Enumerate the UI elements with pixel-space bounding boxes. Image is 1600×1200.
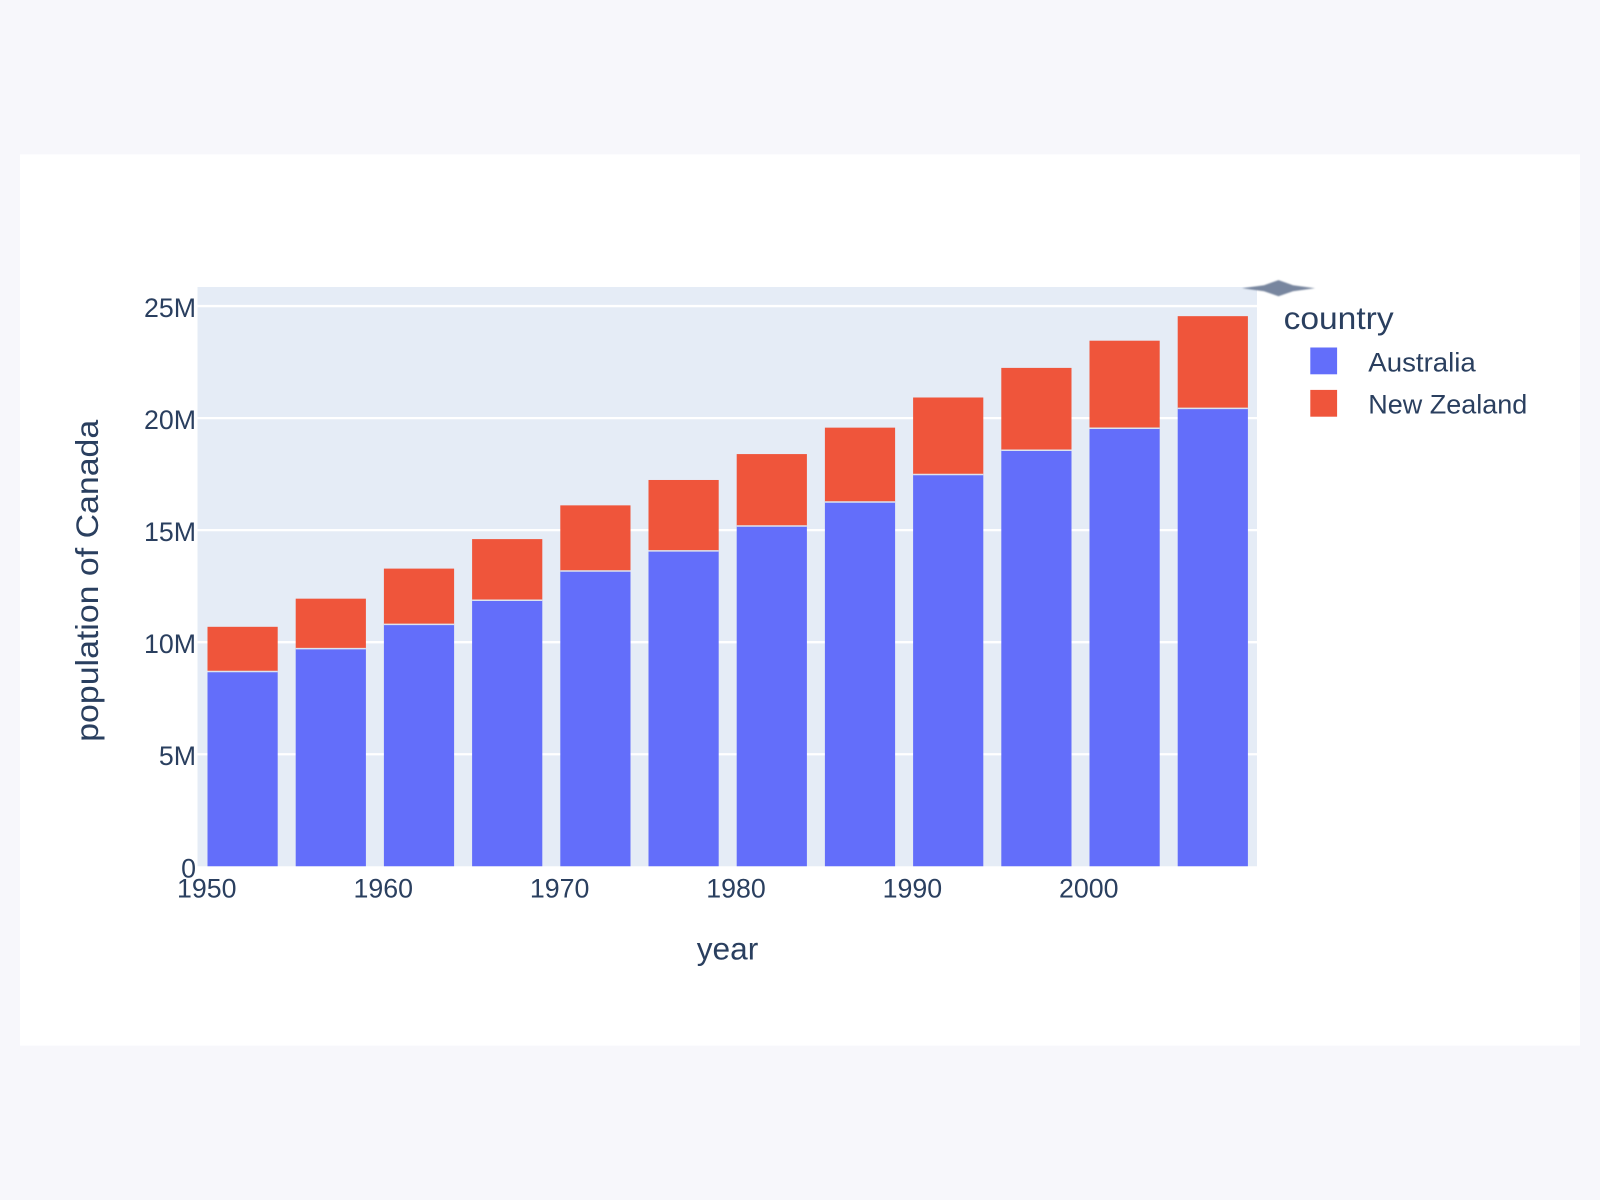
svg-text:1960: 1960: [353, 874, 413, 904]
svg-text:Australia: Australia: [1368, 347, 1476, 377]
svg-text:2000: 2000: [1059, 874, 1119, 904]
svg-text:0: 0: [181, 853, 196, 883]
svg-text:25M: 25M: [144, 293, 196, 323]
svg-text:New Zealand: New Zealand: [1368, 390, 1527, 420]
svg-text:1990: 1990: [883, 874, 943, 904]
svg-text:20M: 20M: [144, 405, 196, 435]
svg-text:15M: 15M: [144, 517, 196, 547]
svg-text:year: year: [697, 932, 759, 967]
svg-text:1950: 1950: [177, 874, 237, 904]
svg-text:10M: 10M: [144, 629, 196, 659]
svg-text:1980: 1980: [706, 874, 766, 904]
svg-text:1970: 1970: [530, 874, 590, 904]
svg-text:5M: 5M: [159, 741, 196, 771]
svg-text:population of Canada: population of Canada: [70, 419, 105, 742]
svg-text:country: country: [1284, 301, 1394, 336]
